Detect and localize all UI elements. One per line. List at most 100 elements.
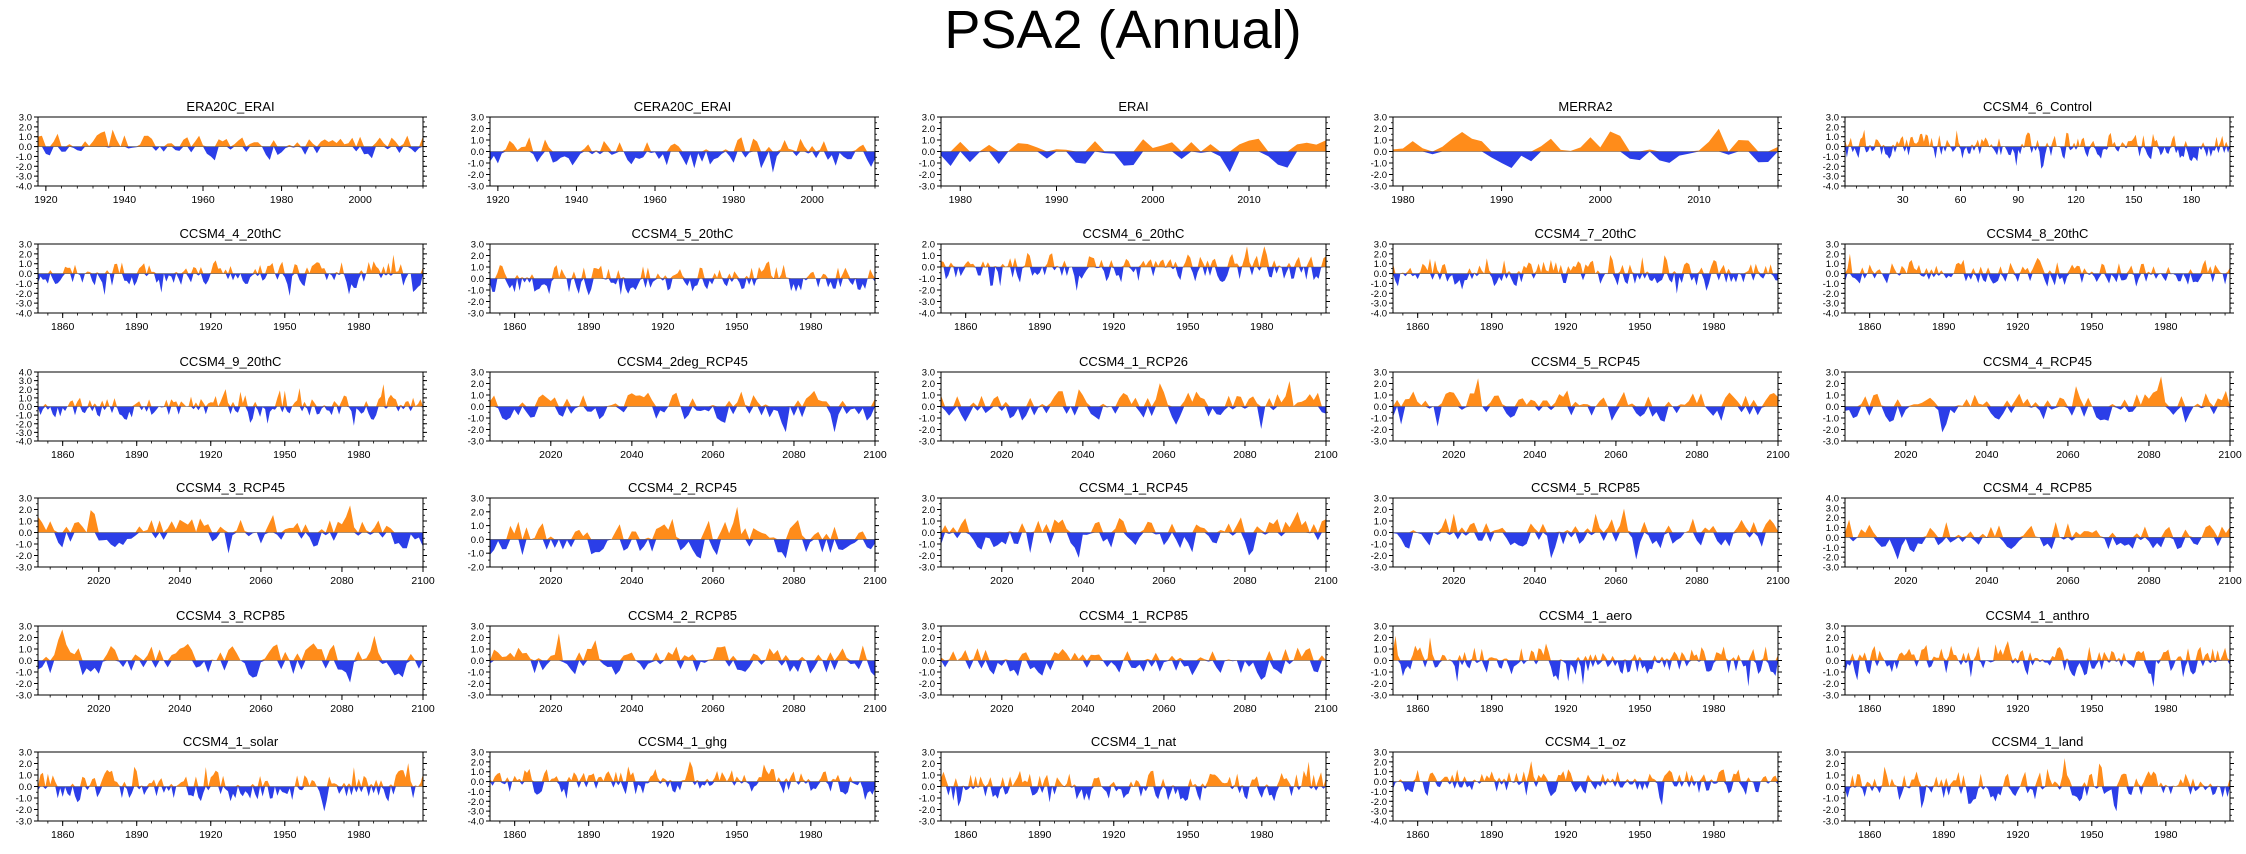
x-tick-label: 2080	[1233, 575, 1257, 587]
y-tick-label: -2.0	[1823, 679, 1839, 690]
y-tick-label: -2.0	[919, 679, 935, 690]
negative-area	[1845, 406, 2230, 433]
x-tick-label: 2000	[1589, 194, 1613, 206]
panel: CCSM4_1_aero -3.0-2.0-1.00.01.02.03.0 1860…	[1371, 608, 1782, 715]
panel: CCSM4_1_land -3.0-2.0-1.00.01.02.03.0 1860…	[1823, 734, 2234, 841]
x-tick-label: 2040	[1975, 575, 1999, 587]
positive-area	[1845, 253, 2230, 274]
x-tick-label: 1940	[113, 194, 137, 206]
y-tick-label: -1.0	[1823, 794, 1839, 805]
series	[38, 384, 423, 426]
y-tick-label: 0.0	[19, 656, 32, 667]
x-tick-label: 1920	[34, 194, 58, 206]
y-tick-label: 1.0	[922, 517, 935, 528]
y-tick-label: -3.0	[1823, 299, 1839, 310]
x-tick-label: 1860	[1406, 321, 1430, 333]
y-tick-label: 2.0	[922, 633, 935, 644]
y-tick-label: 0.0	[471, 777, 484, 788]
x-tick-label: 90	[2012, 194, 2024, 206]
x-tick-label: 2080	[782, 449, 806, 461]
y-tick-label: 2.0	[1826, 249, 1839, 260]
y-tick-label: 3.0	[1374, 113, 1387, 124]
y-tick-label: 0.0	[1826, 782, 1839, 793]
x-tick-label: 1980	[2154, 703, 2178, 715]
y-tick-label: 1.0	[922, 391, 935, 402]
x-tick-label: 2040	[1975, 449, 1999, 461]
x-tick-label: 1950	[2080, 321, 2104, 333]
x-tick-label: 60	[1955, 194, 1967, 206]
x-tick-label: 1950	[725, 321, 749, 333]
y-tick-label: -4.0	[16, 182, 32, 193]
y-tick-label: 0.0	[1826, 142, 1839, 153]
x-tick-label: 2040	[620, 703, 644, 715]
positive-area	[490, 506, 875, 540]
y-tick-label: 2.0	[922, 505, 935, 516]
series	[1845, 129, 2230, 169]
y-tick-label: 0.0	[471, 656, 484, 667]
y-tick-label: 2.0	[922, 379, 935, 390]
positive-area	[941, 246, 1326, 267]
y-tick-label: 0.0	[922, 147, 935, 158]
panel-title: MERRA2	[1558, 99, 1612, 114]
negative-area	[490, 151, 875, 173]
y-tick-label: 0.0	[1374, 777, 1387, 788]
y-tick-label: -3.0	[919, 182, 935, 193]
y-tick-label: 3.0	[922, 622, 935, 633]
panel-title: CCSM4_1_solar	[183, 734, 279, 749]
series	[1845, 253, 2230, 287]
y-tick-label: -4.0	[1371, 309, 1387, 320]
positive-area	[38, 129, 423, 147]
y-tick-label: -3.0	[919, 437, 935, 448]
negative-area	[1845, 273, 2230, 287]
x-tick-label: 120	[2067, 194, 2085, 206]
x-tick-label: 2080	[782, 703, 806, 715]
y-tick-label: -2.0	[16, 679, 32, 690]
negative-area	[1393, 532, 1778, 560]
panel-title: CCSM4_6_20thC	[1083, 226, 1185, 241]
x-tick-label: 1890	[577, 829, 601, 841]
x-tick-label: 1940	[565, 194, 589, 206]
series	[490, 137, 875, 173]
y-tick-label: -1.0	[919, 414, 935, 425]
y-tick-label: -1.0	[1823, 414, 1839, 425]
x-tick-label: 2100	[2218, 449, 2242, 461]
y-tick-label: 2.0	[19, 249, 32, 260]
x-tick-label: 2000	[348, 194, 372, 206]
y-tick-label: 0.0	[922, 263, 935, 274]
panel: CCSM4_7_20thC -4.0-3.0-2.0-1.00.01.02.03.…	[1371, 226, 1782, 333]
y-tick-label: -2.0	[1823, 553, 1839, 564]
panel: CCSM4_2_RCP85 -3.0-2.0-1.00.01.02.03.0 202…	[468, 608, 887, 715]
x-tick-label: 2080	[330, 703, 354, 715]
negative-area	[941, 532, 1326, 558]
x-tick-label: 2100	[1766, 449, 1790, 461]
x-tick-label: 150	[2125, 194, 2143, 206]
panel-title: CCSM4_9_20thC	[180, 354, 282, 369]
panel-title: CCSM4_5_RCP45	[1531, 354, 1640, 369]
x-tick-label: 1980	[1702, 829, 1726, 841]
y-tick-label: -4.0	[468, 817, 484, 828]
y-tick-label: 3.0	[471, 622, 484, 633]
y-tick-label: 0.0	[471, 274, 484, 285]
series	[1393, 254, 1778, 294]
y-tick-label: -3.0	[919, 817, 935, 828]
series	[490, 633, 875, 677]
positive-area	[1393, 128, 1778, 152]
y-tick-label: 0.0	[471, 147, 484, 158]
positive-area	[1393, 254, 1778, 274]
x-tick-label: 1980	[1250, 321, 1274, 333]
y-tick-label: -1.0	[1371, 159, 1387, 170]
series	[38, 629, 423, 683]
y-tick-label: -3.0	[468, 437, 484, 448]
positive-area	[1393, 635, 1778, 661]
plot-frame	[1392, 243, 1779, 314]
y-tick-label: -3.0	[919, 563, 935, 574]
y-tick-label: 1.0	[19, 393, 32, 404]
negative-area	[38, 273, 423, 296]
y-tick-label: 2.0	[19, 633, 32, 644]
x-tick-label: 2100	[411, 575, 435, 587]
series	[941, 647, 1326, 680]
panel-title: ERAI	[1118, 99, 1148, 114]
panel: CCSM4_5_RCP45 -3.0-2.0-1.00.01.02.03.0 202…	[1371, 354, 1790, 461]
y-tick-label: 1.0	[1826, 523, 1839, 534]
x-tick-label: 2020	[1442, 575, 1466, 587]
